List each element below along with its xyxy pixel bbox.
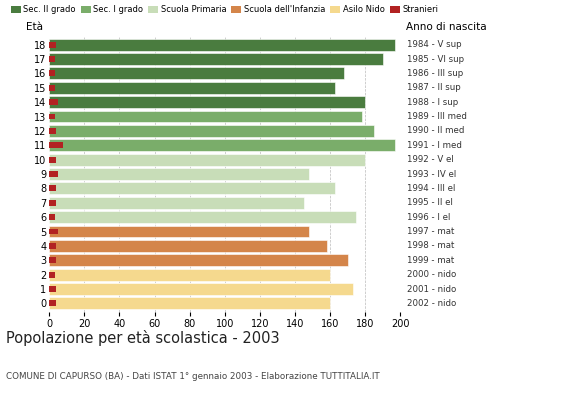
Bar xyxy=(49,269,330,280)
Text: Età: Età xyxy=(26,22,43,32)
Bar xyxy=(49,286,56,292)
Bar xyxy=(49,197,304,209)
Text: 1990 - II med: 1990 - II med xyxy=(407,126,465,135)
Text: 1984 - V sup: 1984 - V sup xyxy=(407,40,462,49)
Bar xyxy=(49,300,56,306)
Bar xyxy=(49,70,55,76)
Bar xyxy=(49,228,58,234)
Text: 1992 - V el: 1992 - V el xyxy=(407,155,454,164)
Bar xyxy=(49,111,361,122)
Bar xyxy=(49,254,347,266)
Bar xyxy=(49,154,365,166)
Text: 1985 - VI sup: 1985 - VI sup xyxy=(407,54,464,64)
Bar xyxy=(49,214,55,220)
Bar xyxy=(49,243,56,249)
Text: Popolazione per età scolastica - 2003: Popolazione per età scolastica - 2003 xyxy=(6,330,280,346)
Text: 1991 - I med: 1991 - I med xyxy=(407,141,462,150)
Bar xyxy=(49,157,56,162)
Bar xyxy=(49,171,58,177)
Text: 1986 - III sup: 1986 - III sup xyxy=(407,69,463,78)
Bar xyxy=(49,200,56,206)
Text: 1995 - II el: 1995 - II el xyxy=(407,198,453,207)
Bar xyxy=(49,298,330,309)
Bar xyxy=(49,257,56,263)
Bar xyxy=(49,139,395,151)
Bar xyxy=(49,56,55,62)
Text: 1987 - II sup: 1987 - II sup xyxy=(407,83,461,92)
Text: 1994 - III el: 1994 - III el xyxy=(407,184,455,193)
Text: Anno di nascita: Anno di nascita xyxy=(406,22,487,32)
Bar xyxy=(49,39,395,50)
Text: COMUNE DI CAPURSO (BA) - Dati ISTAT 1° gennaio 2003 - Elaborazione TUTTITALIA.IT: COMUNE DI CAPURSO (BA) - Dati ISTAT 1° g… xyxy=(6,372,379,381)
Bar xyxy=(49,226,309,237)
Bar xyxy=(49,68,344,79)
Bar xyxy=(49,114,55,120)
Bar xyxy=(49,99,58,105)
Text: 1997 - mat: 1997 - mat xyxy=(407,227,455,236)
Bar xyxy=(49,85,55,91)
Bar xyxy=(49,283,353,295)
Legend: Sec. II grado, Sec. I grado, Scuola Primaria, Scuola dell'Infanzia, Asilo Nido, : Sec. II grado, Sec. I grado, Scuola Prim… xyxy=(10,4,439,15)
Bar xyxy=(49,240,327,252)
Text: 2000 - nido: 2000 - nido xyxy=(407,270,456,279)
Bar xyxy=(49,211,356,223)
Text: 1996 - I el: 1996 - I el xyxy=(407,213,451,222)
Text: 2002 - nido: 2002 - nido xyxy=(407,299,456,308)
Text: 1988 - I sup: 1988 - I sup xyxy=(407,98,458,107)
Text: 1999 - mat: 1999 - mat xyxy=(407,256,454,265)
Text: 2001 - nido: 2001 - nido xyxy=(407,284,456,294)
Bar xyxy=(49,142,63,148)
Bar xyxy=(49,182,335,194)
Bar xyxy=(49,53,383,65)
Bar xyxy=(49,125,374,137)
Text: 1989 - III med: 1989 - III med xyxy=(407,112,467,121)
Bar xyxy=(49,82,335,94)
Bar xyxy=(49,42,56,48)
Text: 1993 - IV el: 1993 - IV el xyxy=(407,170,456,178)
Bar xyxy=(49,128,56,134)
Bar xyxy=(49,186,56,191)
Bar xyxy=(49,272,55,278)
Bar xyxy=(49,168,309,180)
Text: 1998 - mat: 1998 - mat xyxy=(407,241,455,250)
Bar xyxy=(49,96,365,108)
